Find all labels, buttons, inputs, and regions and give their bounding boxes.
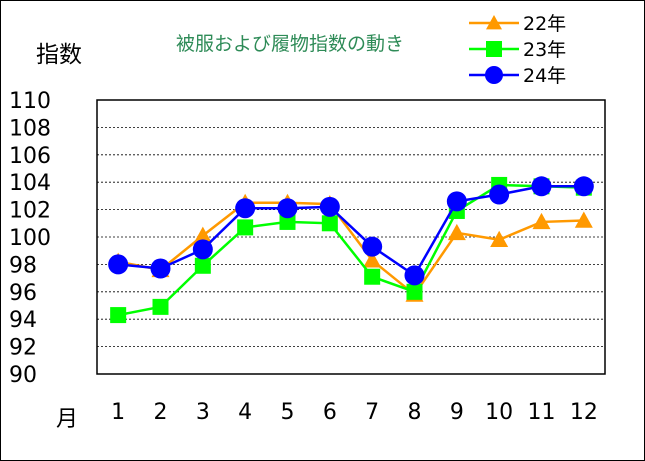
grid-lines (97, 127, 605, 348)
data-point-triangle (486, 15, 502, 30)
data-point-circle (404, 265, 425, 286)
data-point-circle (573, 176, 594, 197)
data-point-square (237, 219, 254, 236)
data-point-square (194, 257, 211, 274)
data-point-square (110, 307, 127, 324)
x-tick-label: 7 (365, 400, 379, 425)
legend-item: 23年 (469, 39, 566, 61)
x-tick-label: 12 (570, 400, 598, 425)
y-tick-label: 90 (9, 363, 37, 388)
x-tick-label: 9 (450, 400, 464, 425)
x-tick-label: 3 (196, 400, 210, 425)
data-point-circle (531, 176, 552, 197)
data-point-triangle (193, 226, 212, 243)
legend-item: 24年 (469, 65, 566, 87)
data-point-circle (485, 66, 503, 84)
data-point-circle (489, 184, 510, 205)
x-tick-label: 10 (485, 400, 513, 425)
data-point-square (279, 213, 296, 230)
x-tick-label: 5 (281, 400, 295, 425)
data-point-triangle (532, 212, 551, 230)
x-tick-label: 11 (528, 400, 556, 425)
data-point-square (364, 268, 381, 285)
data-point-square (321, 215, 338, 232)
legend-item: 22年 (469, 13, 566, 35)
data-point-circle (319, 196, 340, 217)
x-tick-labels: 1 2 3 4 5 6 7 8 9 10 11 12 (111, 400, 598, 425)
y-tick-label: 92 (9, 336, 37, 361)
x-axis-label: 月 (56, 407, 78, 432)
x-tick-label: 6 (323, 400, 337, 425)
x-tick-label: 2 (154, 400, 168, 425)
data-point-circle (150, 258, 171, 279)
legend-label: 22年 (523, 13, 566, 35)
data-point-triangle (363, 251, 382, 268)
legend-label: 24年 (523, 65, 566, 87)
y-tick-label: 110 (9, 89, 51, 114)
data-point-circle (362, 236, 383, 257)
y-tick-label: 96 (9, 281, 37, 306)
y-tick-label: 108 (9, 116, 51, 141)
y-tick-label: 94 (9, 308, 37, 333)
data-point-circle (277, 198, 298, 219)
y-axis-label: 指数 (36, 42, 82, 68)
data-point-square (406, 283, 423, 300)
series-group (108, 176, 594, 324)
data-point-circle (235, 198, 256, 219)
data-point-circle (446, 191, 467, 212)
data-point-triangle (574, 211, 593, 228)
data-point-circle (192, 239, 213, 260)
x-tick-label: 4 (238, 400, 252, 425)
data-point-triangle (447, 223, 466, 241)
y-tick-label: 102 (9, 199, 51, 224)
chart-title: 被服および履物指数の動き (176, 33, 404, 55)
data-point-square (486, 41, 502, 57)
x-tick-label: 8 (408, 400, 422, 425)
legend-label: 23年 (523, 39, 566, 61)
y-tick-label: 104 (9, 171, 51, 196)
data-point-square (152, 298, 169, 315)
x-tick-label: 1 (111, 400, 125, 425)
data-point-triangle (490, 230, 509, 247)
y-tick-label: 98 (9, 253, 37, 278)
y-tick-label: 106 (9, 144, 51, 169)
legend: 22年 23年 24年 (469, 13, 566, 87)
data-point-circle (108, 254, 129, 275)
series-3 (108, 176, 594, 286)
y-tick-label: 100 (9, 226, 51, 251)
